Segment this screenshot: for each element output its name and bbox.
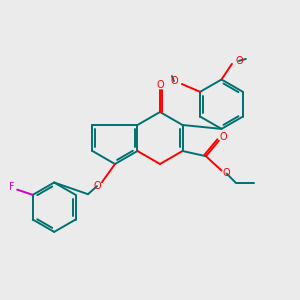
Text: O: O — [156, 80, 164, 90]
Text: F: F — [9, 182, 15, 192]
Text: O: O — [170, 76, 178, 86]
Text: O: O — [93, 181, 101, 191]
Text: O: O — [219, 132, 227, 142]
Text: O: O — [223, 169, 230, 178]
Text: O: O — [235, 56, 243, 66]
